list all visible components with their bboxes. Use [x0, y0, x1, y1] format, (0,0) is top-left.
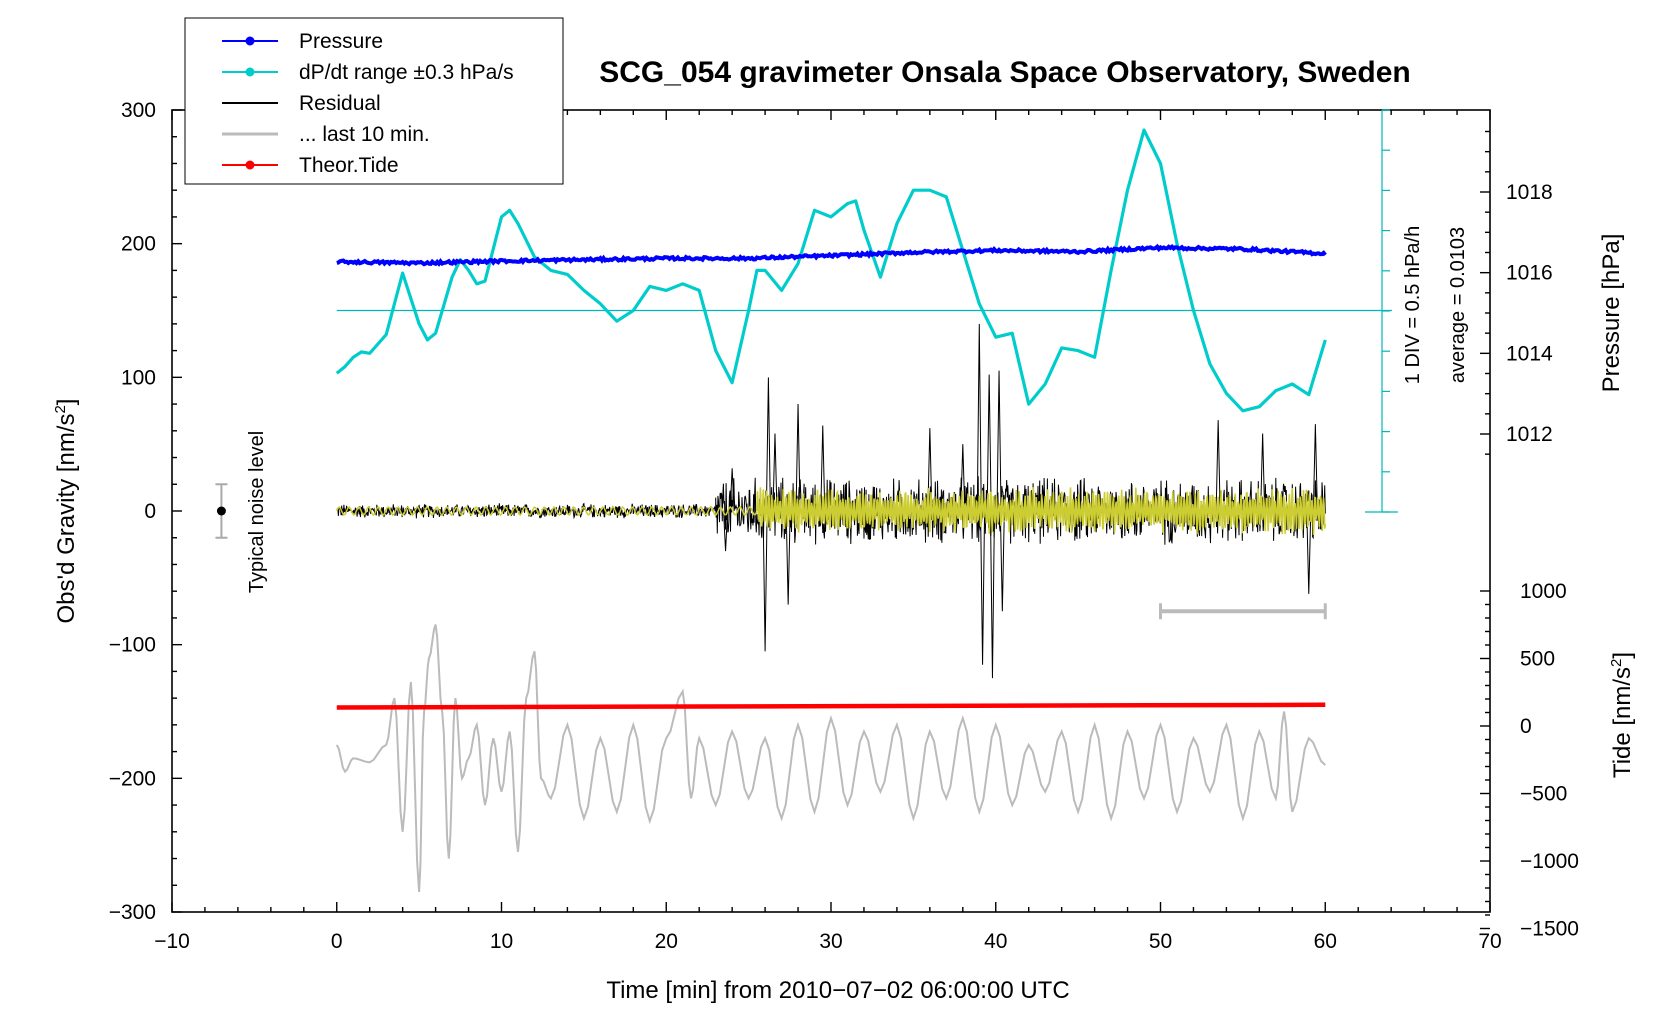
- tide-axis-ticks: −1500 −1000 −500 0 500 1000: [1480, 580, 1579, 941]
- pressure-tick-label: 1016: [1506, 262, 1553, 285]
- left-axis-label-sup: 2: [52, 405, 69, 413]
- legend-box: [184, 17, 564, 185]
- x-tick-label: 60: [1314, 930, 1337, 953]
- residual-spike: [996, 370, 1002, 512]
- noise-level-label: Typical noise level: [246, 431, 268, 593]
- legend-marker: [245, 160, 255, 170]
- x-axis-ticks: −10 0 10 20 30 40 50 60 70: [154, 110, 1502, 953]
- tide-tick-label: 0: [1520, 715, 1532, 738]
- legend: Pressure dP/dt range ±0.3 hPa/s Residual..…: [184, 17, 564, 185]
- residual-spike: [1312, 424, 1318, 512]
- left-axis-label: Obs'd Gravity [nm/s2]: [52, 399, 80, 624]
- residual-spike: [999, 510, 1005, 612]
- noise-center-dot: [216, 506, 226, 516]
- dpdt-average-label: average = 0.0103: [1447, 227, 1469, 383]
- residual-spike: [723, 510, 729, 552]
- last10-line: [756, 487, 1327, 535]
- residual-spike: [1260, 433, 1266, 512]
- residual-spike: [927, 428, 933, 512]
- pressure-line: [336, 243, 1327, 267]
- left-axis-label-main: Obs'd Gravity [nm/s: [53, 414, 80, 624]
- noise-level-marker: [215, 483, 228, 539]
- x-tick-label: 20: [655, 930, 678, 953]
- chart-title: SCG_054 gravimeter Onsala Space Observat…: [599, 56, 1411, 89]
- tide-tick-label: −1000: [1520, 850, 1579, 873]
- y-tick-label: 100: [121, 366, 156, 389]
- y-tick-label: 0: [144, 500, 156, 523]
- residual-spike: [960, 444, 966, 512]
- residual-spike: [986, 374, 992, 512]
- tide-axis-label-main: Tide [nm/s: [1609, 667, 1636, 778]
- residual-spike: [729, 468, 735, 512]
- residual-spike: [772, 433, 778, 512]
- tide-tick-label: −500: [1520, 783, 1567, 806]
- residual-spike: [820, 425, 826, 512]
- x-tick-label: 0: [331, 930, 343, 953]
- dpdt-div-label: 1 DIV = 0.5 hPa/h: [1402, 226, 1424, 384]
- dpdt-scale-bar: [336, 109, 1398, 513]
- x-tick-label: 50: [1149, 930, 1172, 953]
- x-tick-label: −10: [154, 930, 190, 953]
- pressure-tick-label: 1018: [1506, 181, 1553, 204]
- series-layer: [335, 128, 1327, 893]
- y-tick-label: −200: [109, 767, 156, 790]
- pressure-tick-label: 1012: [1506, 423, 1553, 446]
- residual-spike: [976, 323, 982, 512]
- x-tick-label: 40: [984, 930, 1007, 953]
- residual-spike: [980, 510, 986, 665]
- y-tick-label: −300: [109, 901, 156, 924]
- y-tick-label: −100: [109, 634, 156, 657]
- x-tick-label: 70: [1478, 930, 1501, 953]
- legend-label: ... last 10 min.: [299, 123, 430, 146]
- x-tick-label: 30: [819, 930, 842, 953]
- x-tick-label: 10: [490, 930, 513, 953]
- tide-axis-label: Tide [nm/s2]: [1608, 652, 1636, 778]
- left-axis-label-end: ]: [53, 399, 80, 406]
- y-tick-label: 300: [121, 99, 156, 122]
- left-axis-ticks: −300 −200 −100 0 100 200 300: [109, 99, 182, 924]
- pressure-tick-label: 1014: [1506, 342, 1553, 365]
- legend-marker: [245, 67, 255, 77]
- legend-label: dP/dt range ±0.3 hPa/s: [299, 61, 514, 84]
- tide-axis-label-sup: 2: [1608, 659, 1625, 667]
- residual-spike: [1215, 420, 1221, 512]
- residual-spike: [989, 510, 995, 679]
- residual-spike: [1306, 510, 1312, 594]
- tide-tick-label: −1500: [1520, 918, 1579, 941]
- pressure-axis-ticks: 1012 1014 1016 1018: [1480, 130, 1553, 455]
- y-tick-label: 200: [121, 233, 156, 256]
- residual-spike: [785, 510, 791, 605]
- residual-spike: [762, 510, 768, 652]
- residual-spike: [795, 404, 801, 512]
- tide-tick-label: 1000: [1520, 580, 1567, 603]
- legend-label: Residual: [299, 92, 381, 115]
- theor-tide-line: [336, 702, 1326, 710]
- tide-tick-label: 500: [1520, 648, 1555, 671]
- legend-label: Theor.Tide: [299, 154, 399, 177]
- gray-trace-line: [335, 624, 1326, 893]
- legend-label: Pressure: [299, 30, 383, 53]
- residual-spike: [765, 377, 771, 512]
- tide-axis-label-end: ]: [1609, 652, 1636, 659]
- last10-early-line: [336, 505, 758, 517]
- legend-marker: [245, 36, 255, 46]
- x-axis-label: Time [min] from 2010−07−02 06:00:00 UTC: [606, 977, 1069, 1004]
- pressure-axis-label: Pressure [hPa]: [1598, 234, 1625, 393]
